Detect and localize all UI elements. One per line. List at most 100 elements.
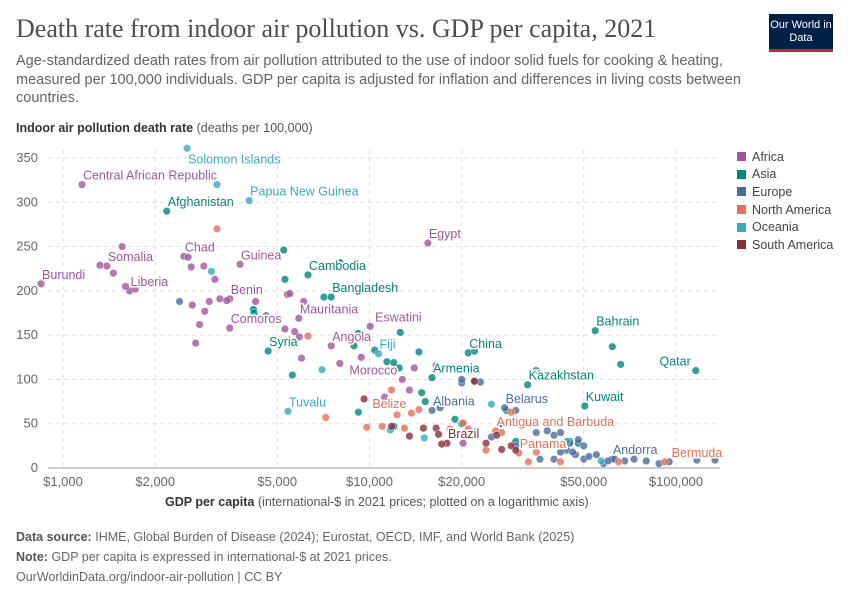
owid-logo[interactable]: Our World in Data	[769, 14, 833, 52]
data-point	[464, 425, 473, 434]
data-point	[280, 275, 289, 284]
data-point	[290, 327, 299, 336]
footer-url[interactable]: OurWorldinData.org/indoor-air-pollution …	[16, 570, 283, 584]
data-point	[459, 439, 468, 448]
data-point	[457, 375, 466, 384]
y-tick-label: 50	[24, 416, 38, 431]
x-tick-label: $5,000	[257, 474, 297, 489]
point-label: Albania	[433, 394, 475, 408]
data-point	[184, 253, 193, 262]
data-point	[212, 180, 221, 189]
y-axis-title-unit: (deaths per 100,000)	[196, 121, 313, 135]
data-point	[294, 314, 303, 323]
data-point	[249, 313, 258, 322]
data-point	[131, 285, 140, 294]
point-label: Antigua and Barbuda	[497, 415, 615, 429]
x-axis-title-unit: (international-$ in 2021 prices; plotted…	[257, 495, 589, 509]
data-point	[200, 307, 209, 316]
x-tick-label: $1,000	[43, 474, 83, 489]
data-point	[335, 359, 344, 368]
data-point	[389, 358, 398, 367]
point-label: Comoros	[231, 312, 282, 326]
data-point	[188, 301, 197, 310]
data-point	[183, 144, 192, 153]
data-point	[579, 441, 588, 450]
data-point	[500, 403, 509, 412]
data-point	[437, 440, 446, 449]
legend: Africa Asia Europe North America Oceania Sout…	[737, 148, 833, 254]
data-point	[428, 406, 437, 415]
data-point	[543, 426, 552, 435]
y-axis-title-bold: Indoor air pollution death rate	[16, 121, 194, 135]
point-label: Liberia	[131, 275, 169, 289]
legend-item[interactable]: South America	[737, 236, 833, 254]
legend-item[interactable]: North America	[737, 201, 833, 219]
y-tick-label: 350	[16, 150, 38, 165]
data-point	[118, 242, 127, 251]
legend-swatch	[737, 205, 746, 215]
data-point	[556, 428, 565, 437]
data-point	[283, 336, 292, 345]
note-text: GDP per capita is expressed in internati…	[51, 550, 392, 564]
x-tick-label: $2,000	[135, 474, 175, 489]
data-point	[445, 425, 454, 434]
data-point	[410, 363, 419, 372]
data-point	[568, 448, 577, 457]
legend-item[interactable]: Oceania	[737, 218, 833, 236]
data-point	[318, 365, 327, 374]
data-point	[414, 405, 423, 414]
data-point	[642, 456, 651, 465]
source-label: Data source:	[16, 530, 92, 544]
data-point	[362, 423, 371, 432]
data-point	[245, 196, 254, 205]
y-tick-label: 200	[16, 283, 38, 298]
point-label: Brazil	[448, 427, 479, 441]
chart-subtitle: Age-standardized death rates from air po…	[16, 53, 741, 106]
data-point	[556, 448, 565, 457]
legend-item[interactable]: Africa	[737, 148, 833, 166]
data-point	[321, 413, 330, 422]
data-point	[630, 455, 639, 464]
legend-item[interactable]: Asia	[737, 166, 833, 184]
point-label: Central African Republic	[83, 169, 217, 183]
data-point	[387, 386, 396, 395]
data-point	[299, 297, 308, 306]
point-label: Fiji	[380, 338, 396, 352]
data-point	[608, 342, 617, 351]
data-point	[710, 456, 719, 465]
data-point	[195, 320, 204, 329]
data-point	[459, 418, 468, 427]
data-point	[421, 397, 430, 406]
data-point	[580, 402, 589, 411]
data-point	[285, 289, 294, 298]
y-tick-label: 300	[16, 194, 38, 209]
legend-label: North America	[752, 202, 832, 217]
data-point	[487, 400, 496, 409]
point-label: Angola	[332, 330, 371, 344]
legend-swatch	[737, 187, 746, 197]
note-label: Note:	[16, 550, 48, 564]
data-point	[396, 328, 405, 337]
point-label: Armenia	[433, 362, 480, 376]
data-point	[660, 457, 669, 466]
point-label: Syria	[269, 335, 298, 349]
x-tick-label: $100,000	[649, 474, 703, 489]
legend-item[interactable]: Europe	[737, 183, 833, 201]
data-point	[482, 446, 491, 455]
point-label: Kazakhstan	[529, 369, 594, 383]
data-point	[423, 239, 432, 248]
x-tick-label: $50,000	[560, 474, 607, 489]
data-point	[121, 282, 130, 291]
data-point	[450, 415, 459, 424]
data-point	[614, 457, 623, 466]
point-label: Andorra	[613, 443, 658, 457]
data-point	[199, 262, 208, 271]
data-point	[405, 432, 414, 441]
data-point	[37, 279, 46, 288]
y-tick-label: 0	[31, 460, 38, 475]
data-point	[77, 180, 86, 189]
data-point	[207, 267, 216, 276]
data-point	[591, 326, 600, 335]
data-point	[497, 445, 506, 454]
